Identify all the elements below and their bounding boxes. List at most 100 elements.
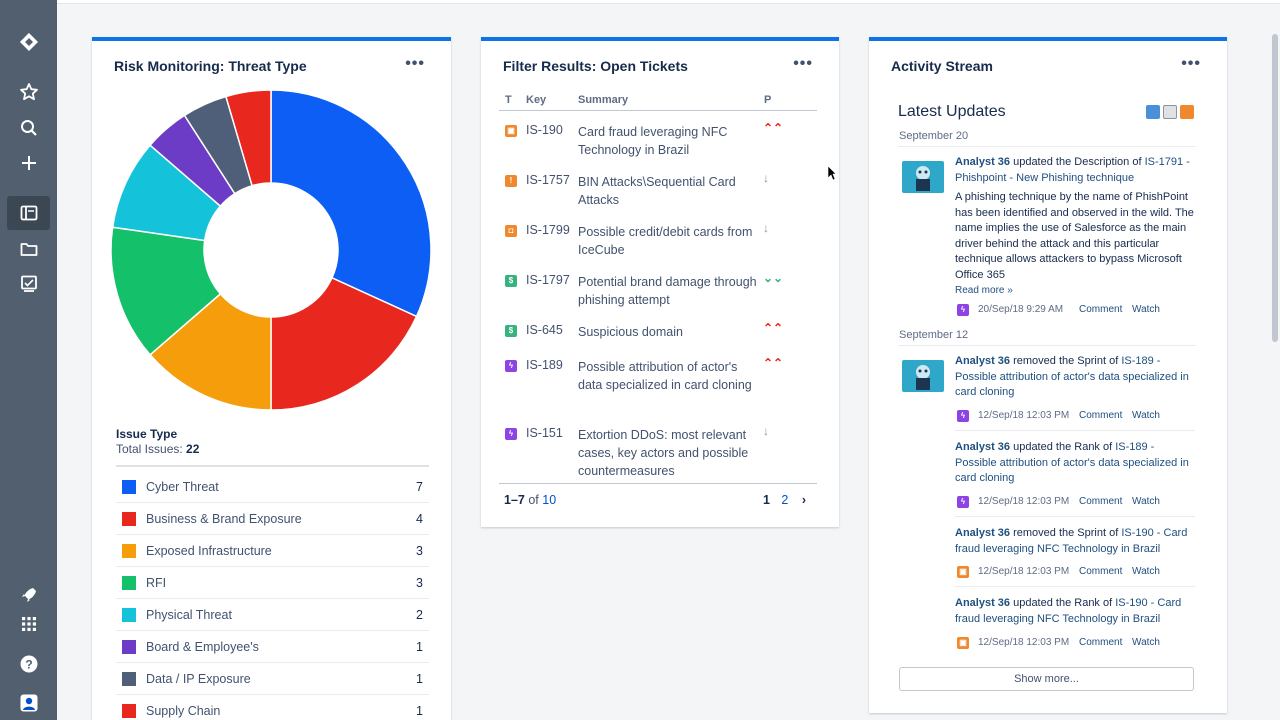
activity-issue-link[interactable]: IS-190 - Card fraud leveraging NFC Techn… [955, 527, 1188, 555]
results-total-link[interactable]: 10 [542, 493, 557, 507]
comment-link[interactable]: Comment [1079, 637, 1123, 648]
activity-issue-link[interactable]: IS-1791 - Phishpoint - New Phishing tech… [955, 156, 1190, 184]
risk-monitoring-gadget: Risk Monitoring: Threat Type ••• Issue T… [92, 37, 451, 720]
activity-entry: Analyst 36 removed the Sprint of IS-190 … [955, 526, 1195, 557]
gadget-menu-button[interactable]: ••• [1181, 55, 1201, 72]
full-view-icon[interactable] [1146, 105, 1160, 119]
comment-link[interactable]: Comment [1079, 304, 1123, 315]
legend-swatch [122, 639, 136, 654]
watch-link[interactable]: Watch [1132, 496, 1160, 507]
activity-issue-link[interactable]: IS-189 - Possible attribution of actor's… [955, 355, 1189, 398]
issue-key[interactable]: IS-190 [526, 123, 563, 137]
show-more-button[interactable]: Show more... [899, 667, 1194, 691]
activity-user-link[interactable]: Analyst 36 [955, 355, 1011, 367]
donut-slice[interactable] [224, 89, 272, 187]
activity-user-link[interactable]: Analyst 36 [955, 156, 1011, 168]
priority-highest-icon: ⌃⌃ [763, 121, 784, 135]
donut-slice[interactable] [110, 226, 222, 356]
pagination: 1 2 › [763, 493, 806, 507]
comment-link[interactable]: Comment [1079, 496, 1123, 507]
issue-summary[interactable]: BIN Attacks\Sequential Card Attacks [578, 175, 736, 207]
watch-link[interactable]: Watch [1132, 410, 1160, 421]
gadget-menu-button[interactable]: ••• [405, 55, 425, 72]
plus-icon[interactable] [7, 146, 50, 180]
activity-action: removed the Sprint of [1010, 527, 1122, 539]
legend-label[interactable]: Board & Employee's [146, 639, 259, 654]
list-view-icon[interactable] [1163, 105, 1177, 119]
rss-feed-icon[interactable] [1180, 105, 1194, 119]
legend-label[interactable]: Business & Brand Exposure [146, 511, 302, 526]
page-scrollbar[interactable] [1272, 34, 1278, 342]
avatar[interactable] [902, 161, 944, 193]
legend-label[interactable]: Supply Chain [146, 703, 221, 718]
dashboard-icon[interactable] [7, 196, 50, 230]
legend-item[interactable]: Cyber Threat 7 [116, 471, 429, 503]
watch-link[interactable]: Watch [1132, 637, 1160, 648]
issue-summary[interactable]: Suspicious domain [578, 325, 683, 339]
activity-issue-link[interactable]: IS-189 - Possible attribution of actor's… [955, 441, 1189, 484]
jira-logo-icon[interactable] [7, 25, 50, 59]
comment-link[interactable]: Comment [1079, 566, 1123, 577]
legend-count: 4 [416, 511, 423, 526]
legend-label[interactable]: RFI [146, 575, 167, 590]
help-icon[interactable]: ? [7, 647, 50, 681]
issue-summary[interactable]: Extortion DDoS: most relevant cases, key… [578, 428, 749, 478]
legend-label[interactable]: Exposed Infrastructure [146, 543, 272, 558]
issue-key[interactable]: IS-1799 [526, 223, 570, 237]
legend-item[interactable]: Physical Threat 2 [116, 599, 429, 631]
comment-link[interactable]: Comment [1079, 410, 1123, 421]
legend-item[interactable]: Board & Employee's 1 [116, 631, 429, 663]
latest-updates-heading: Latest Updates [898, 103, 1006, 120]
rocket-icon[interactable] [7, 578, 50, 612]
legend-swatch [122, 575, 136, 590]
app-switcher-icon[interactable] [7, 607, 50, 641]
search-icon[interactable] [7, 111, 50, 145]
donut-slice[interactable] [270, 276, 418, 411]
board-icon[interactable] [7, 267, 50, 301]
legend-item[interactable]: Business & Brand Exposure 4 [116, 503, 429, 535]
profile-icon[interactable] [7, 686, 50, 720]
gadget-menu-button[interactable]: ••• [793, 55, 813, 72]
issue-key[interactable]: IS-645 [526, 323, 563, 337]
issue-summary[interactable]: Card fraud leveraging NFC Technology in … [578, 125, 728, 157]
legend-item[interactable]: Supply Chain 1 [116, 695, 429, 720]
star-icon[interactable] [7, 75, 50, 109]
col-summary-header[interactable]: Summary [578, 94, 629, 106]
issue-summary[interactable]: Possible attribution of actor's data spe… [578, 360, 752, 392]
activity-issue-link[interactable]: IS-190 - Card fraud leveraging NFC Techn… [955, 597, 1182, 625]
activity-entry: Analyst 36 removed the Sprint of IS-189 … [955, 354, 1195, 401]
divider [898, 345, 1196, 346]
col-type-header[interactable]: T [505, 94, 512, 106]
page-2-link[interactable]: 2 [781, 493, 789, 507]
next-page-icon[interactable]: › [801, 493, 806, 507]
issue-type-icon: ϟ [957, 304, 969, 316]
legend-label[interactable]: Cyber Threat [146, 479, 219, 494]
gadget-title: Filter Results: Open Tickets [503, 58, 688, 74]
donut-slice[interactable] [149, 292, 272, 411]
issue-summary[interactable]: Potential brand damage through phishing … [578, 275, 757, 307]
watch-link[interactable]: Watch [1132, 304, 1160, 315]
activity-user-link[interactable]: Analyst 36 [955, 441, 1011, 453]
avatar[interactable] [902, 360, 944, 392]
read-more-link[interactable]: Read more » [955, 285, 1013, 296]
col-key-header[interactable]: Key [526, 94, 547, 106]
legend-item[interactable]: RFI 3 [116, 567, 429, 599]
legend-item[interactable]: Exposed Infrastructure 3 [116, 535, 429, 567]
issue-type-icon: ϟ [505, 360, 517, 372]
issue-key[interactable]: IS-189 [526, 358, 563, 372]
activity-user-link[interactable]: Analyst 36 [955, 527, 1011, 539]
watch-link[interactable]: Watch [1132, 566, 1160, 577]
issue-key[interactable]: IS-1757 [526, 173, 570, 187]
issue-key[interactable]: IS-1797 [526, 273, 570, 287]
donut-slice[interactable] [270, 89, 432, 318]
legend-item[interactable]: Data / IP Exposure 1 [116, 663, 429, 695]
legend-label[interactable]: Data / IP Exposure [146, 671, 251, 686]
issue-summary[interactable]: Possible credit/debit cards from IceCube [578, 225, 753, 257]
col-priority-header[interactable]: P [764, 94, 772, 106]
legend-divider [116, 465, 429, 467]
priority-highest-icon: ⌃⌃ [763, 356, 784, 370]
legend-label[interactable]: Physical Threat [146, 607, 232, 622]
activity-user-link[interactable]: Analyst 36 [955, 597, 1011, 609]
issue-key[interactable]: IS-151 [526, 426, 563, 440]
folder-icon[interactable] [7, 232, 50, 266]
